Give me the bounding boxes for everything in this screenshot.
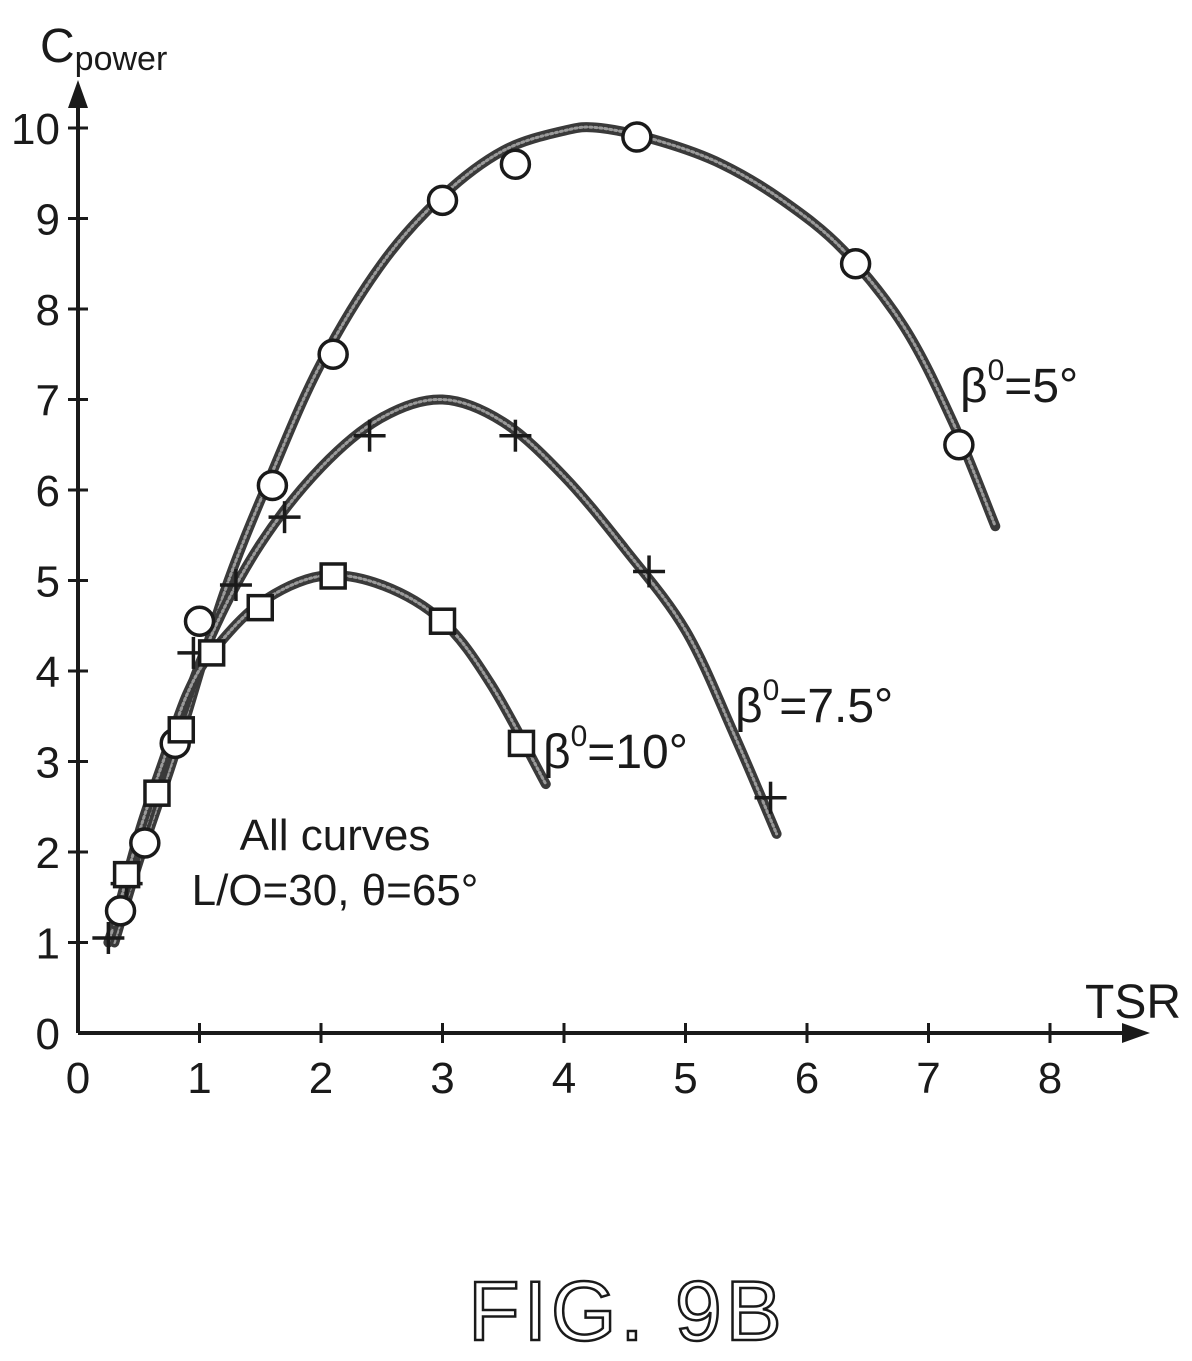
x-axis-arrow [1122,1023,1150,1043]
x-tick-label: 1 [187,1054,211,1103]
y-tick-label: 0 [36,1010,60,1059]
data-point-beta-5 [621,121,653,153]
data-point-beta-7-5 [219,569,252,602]
y-tick-label: 4 [36,648,60,697]
curve-texture-beta-7-5 [106,397,779,944]
data-point-beta-7-5 [633,555,666,588]
data-point-beta-7-5 [92,921,125,954]
x-tick-label: 6 [795,1054,819,1103]
y-tick-label: 3 [36,739,60,788]
y-tick-label: 2 [36,829,60,878]
data-point-beta-5 [426,184,459,217]
axes [68,80,1150,1043]
data-point-beta-5 [129,827,161,859]
data-point-beta-7-5 [754,781,787,814]
y-tick-label: 6 [36,467,60,516]
y-axis-title: Cpower [40,20,167,78]
data-point-beta-5 [839,248,872,280]
ticks: 0 1 2 3 4 5 6 7 8 0 1 2 3 4 5 6 7 8 9 10 [11,105,1062,1103]
y-tick-label: 8 [36,286,60,335]
data-point-beta-7-5 [499,419,532,452]
data-point-beta-7-5 [353,419,386,452]
x-tick-label: 3 [430,1054,454,1103]
x-tick-label: 0 [66,1054,90,1103]
data-point-beta-10 [112,860,141,889]
curve-beta-7-5 [103,394,782,948]
series-label-beta-10: β0=10° [543,720,688,779]
x-tick-label: 5 [673,1054,697,1103]
data-point-beta-5 [183,605,216,637]
data-point-beta-10 [507,729,536,758]
y-tick-label: 5 [36,558,60,607]
x-tick-label: 8 [1038,1054,1062,1103]
data-point-beta-7-5 [268,501,301,534]
annotation-parameters: L/O=30, θ=65° [192,866,479,915]
data-point-beta-10 [167,716,196,744]
y-axis-arrow [68,80,88,108]
y-tick-label: 1 [36,920,60,969]
data-point-beta-10 [428,607,457,635]
data-point-beta-5 [943,429,975,461]
x-tick-label: 4 [552,1054,576,1103]
data-point-beta-5 [317,338,349,370]
data-point-beta-5 [104,895,137,927]
y-tick-label: 10 [11,105,60,154]
y-tick-label: 9 [36,196,60,245]
data-point-beta-10 [143,779,171,807]
annotation-all-curves: All curves [240,811,431,860]
data-point-beta-10 [319,562,347,590]
data-point-beta-10 [246,593,274,622]
series-label-beta-5: β0=5° [960,354,1078,413]
x-axis-title: TSR [1085,976,1181,1029]
figure-caption: FIG. 9B [468,1264,785,1358]
markers [92,121,975,954]
x-tick-label: 7 [916,1054,940,1103]
data-point-beta-5 [256,469,289,502]
y-tick-label: 7 [36,377,60,426]
series-label-beta-7-5: β0=7.5° [735,674,893,733]
data-point-beta-5 [499,148,532,180]
data-point-beta-10 [197,639,226,667]
x-tick-label: 2 [309,1054,333,1103]
